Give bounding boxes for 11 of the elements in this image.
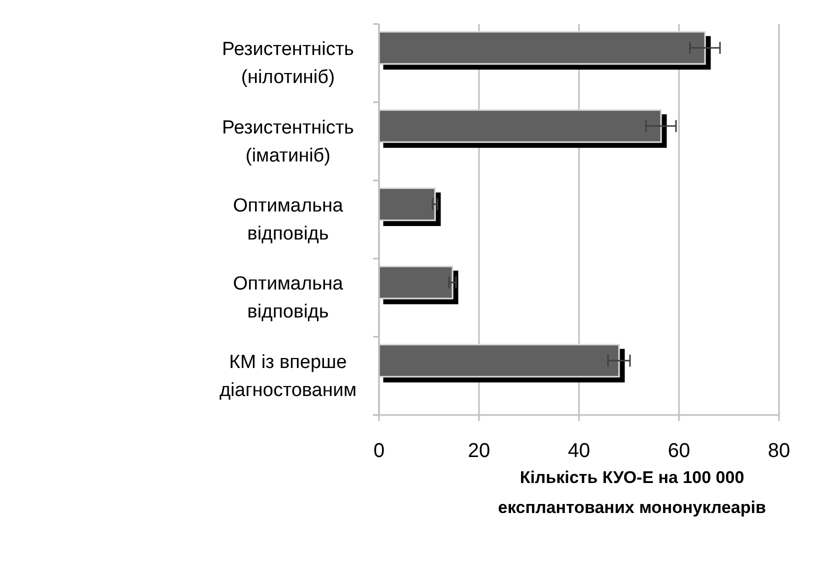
y-tick-label: КМ із вперше діагностованим xyxy=(219,352,357,401)
x-tick-label: 60 xyxy=(668,440,690,462)
x-tick-label: 80 xyxy=(768,440,790,462)
y-tick-label: Резистентність (іматиніб) xyxy=(222,117,354,166)
y-tick-label: Оптимальна відповідь xyxy=(232,196,344,244)
y-tick-label: Оптимальна відповідь xyxy=(232,274,344,323)
y-tick-label: Резистентність (нілотиніб) xyxy=(222,39,354,88)
x-tick-label: 40 xyxy=(568,440,590,462)
x-axis-title: Кількість КУО-Е на 100 000 експлантованих мононуклеарів xyxy=(498,468,766,517)
x-tick-label: 20 xyxy=(468,440,490,462)
x-tick-label: 0 xyxy=(373,440,385,462)
